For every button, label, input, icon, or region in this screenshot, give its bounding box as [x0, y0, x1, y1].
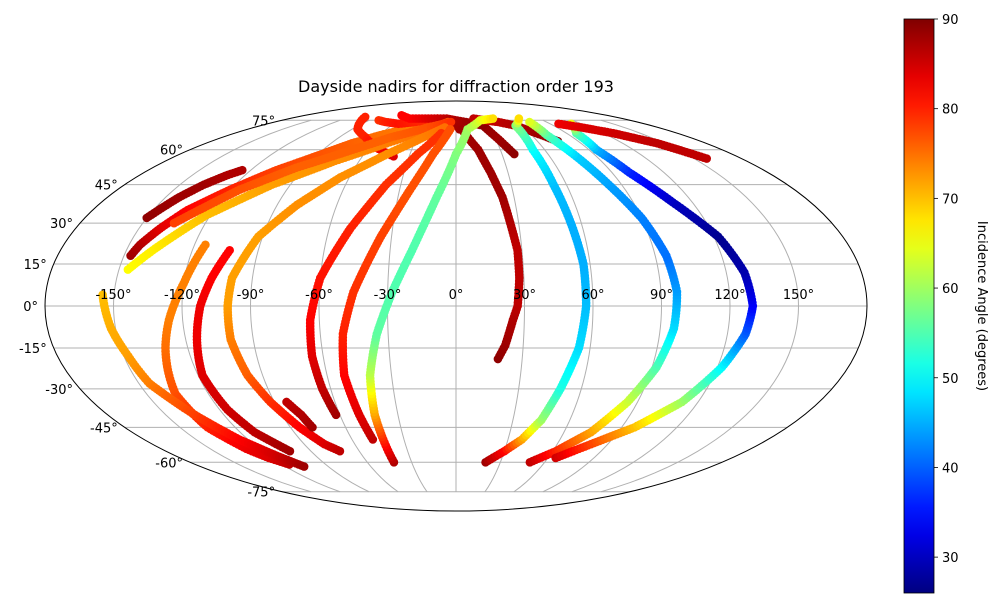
lat-tick-label: 15°	[24, 258, 47, 273]
data-point	[514, 114, 524, 123]
colorbar-tick-label: 80	[942, 103, 959, 118]
lat-tick-label: 0°	[23, 300, 38, 315]
lat-tick-label: -30°	[45, 383, 73, 398]
lon-tick-label: 120°	[714, 288, 745, 303]
colorbar-label: Incidence Angle (degrees)	[974, 221, 989, 391]
data-point	[525, 117, 534, 127]
lat-tick-label: -45°	[90, 421, 118, 436]
data-point	[493, 354, 503, 364]
lon-tick-label: 90°	[650, 288, 673, 303]
lat-tick-label: 45°	[95, 179, 118, 194]
lat-tick-label: 60°	[160, 144, 183, 159]
data-points	[98, 110, 758, 471]
colorbar: 30 40 50 60 70 80 90 Incidence Angle (degrees)	[903, 13, 989, 594]
lon-gridline	[513, 119, 594, 493]
data-point	[488, 114, 498, 123]
colorbar-ticks: 30 40 50 60 70 80 90	[934, 13, 959, 566]
data-point	[299, 462, 309, 471]
colorbar-tick-label: 30	[942, 551, 959, 566]
lat-tick-label: -75°	[247, 486, 275, 501]
colorbar-tick-label: 70	[942, 192, 959, 207]
lon-tick-label: 60°	[581, 288, 604, 303]
colorbar-tick-label: 60	[942, 282, 959, 297]
longitude-tick-labels: -150° -120° -90° -60° -30° 0° 30° 60° 90° 120° 150…	[95, 288, 814, 303]
lon-gridline	[484, 119, 526, 493]
lon-gridline	[112, 119, 312, 493]
lon-tick-label: 150°	[783, 288, 814, 303]
lon-gridline	[600, 119, 800, 493]
lat-tick-label: 30°	[50, 217, 73, 232]
map-boundary	[44, 100, 868, 512]
lon-tick-label: -120°	[164, 288, 200, 303]
colorbar-tick-label: 90	[942, 13, 959, 28]
colorbar-gradient	[903, 18, 935, 594]
colorbar-tick-label: 50	[942, 372, 959, 387]
map-gridlines	[45, 119, 867, 493]
lon-tick-label: -60°	[305, 288, 333, 303]
lon-tick-label: 30°	[513, 288, 536, 303]
data-point	[509, 149, 519, 159]
lat-tick-label: -15°	[19, 342, 47, 357]
lat-tick-label: -60°	[155, 456, 183, 471]
lat-tick-label: 75°	[252, 114, 275, 129]
colorbar-tick-label: 40	[942, 461, 959, 476]
lon-tick-label: 0°	[449, 288, 464, 303]
lon-tick-label: -90°	[237, 288, 265, 303]
lon-gridline	[571, 119, 731, 493]
latitude-tick-labels: 75° 60° 45° 30° 15° 0° -15° -30° -45° -60° -75°	[19, 114, 275, 500]
data-point	[282, 397, 291, 407]
data-point	[237, 165, 247, 175]
data-point	[285, 446, 295, 456]
data-point	[702, 154, 711, 163]
lon-tick-label: -150°	[95, 288, 131, 303]
chart-title: Dayside nadirs for diffraction order 193	[298, 77, 614, 96]
data-point	[335, 446, 345, 456]
data-point	[445, 125, 455, 134]
lon-tick-label: -30°	[374, 288, 402, 303]
data-point	[446, 117, 456, 127]
